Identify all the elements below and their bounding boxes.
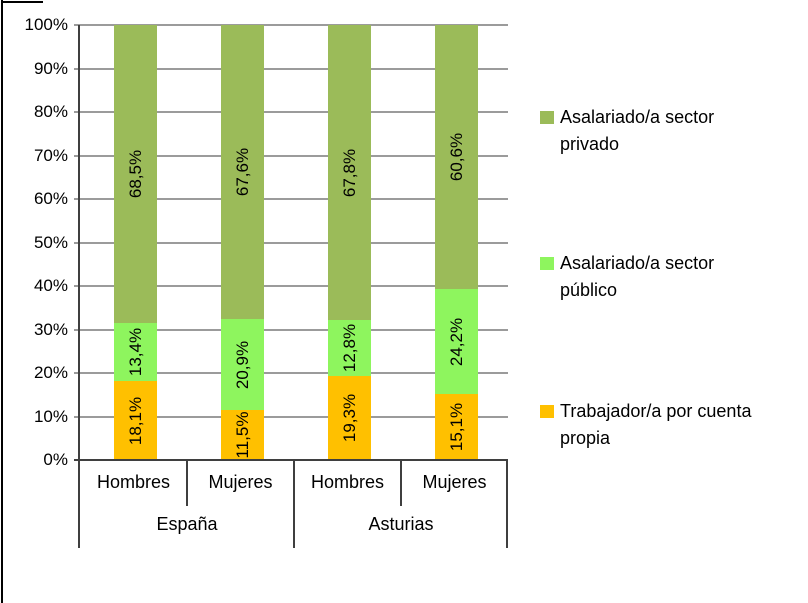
- group-label: España: [156, 514, 218, 534]
- y-axis-tick-label: 0%: [43, 450, 68, 469]
- y-axis-tick-label: 100%: [24, 15, 68, 34]
- bar-segment: [114, 381, 157, 460]
- category-label: Hombres: [310, 472, 385, 492]
- group-label: Asturias: [368, 514, 434, 534]
- y-axis-tick-label: 30%: [33, 319, 68, 339]
- category-label: Hombres: [96, 472, 171, 492]
- y-axis-tick-label: 40%: [33, 276, 68, 295]
- bar-segment: [114, 322, 157, 382]
- category-label: Mujeres: [422, 472, 487, 492]
- bar-segment-label: 24,2%: [446, 317, 466, 366]
- bar-segment: [328, 25, 371, 321]
- bar-segment-label: 12,8%: [339, 324, 359, 373]
- x-axis-line: [74, 459, 508, 461]
- legend-item: Trabajador/a por cuenta propia: [540, 398, 775, 452]
- legend-item: Asalariado/a sector privado: [540, 104, 775, 158]
- gridline: [74, 67, 508, 70]
- image-border-top: [1, 1, 43, 3]
- group-separator: [293, 460, 295, 548]
- bar-segment: [328, 376, 371, 460]
- bar-segment-label: 13,4%: [125, 328, 145, 377]
- bar-segment-label: 67,6%: [232, 147, 252, 197]
- y-axis-tick-label: 90%: [33, 58, 68, 78]
- category-label: Mujeres: [208, 472, 273, 492]
- bar-segment-label: 67,8%: [339, 148, 359, 197]
- y-axis-line: [78, 25, 80, 548]
- gridline: [74, 111, 508, 113]
- gridline: [74, 198, 508, 200]
- gridline: [74, 154, 508, 157]
- legend-label: Trabajador/a por cuenta propia: [560, 401, 752, 448]
- gridline: [74, 372, 508, 374]
- bar-segment: [435, 394, 478, 460]
- gridline: [74, 241, 508, 244]
- y-axis-tick-label: 10%: [33, 406, 68, 426]
- bar-segment: [221, 319, 264, 410]
- bar-segment-label: 19,3%: [339, 393, 359, 443]
- y-axis-tick-label: 20%: [33, 363, 68, 382]
- bar-segment: [328, 320, 371, 377]
- legend-swatch-icon: [540, 111, 554, 124]
- bar-segment: [114, 25, 157, 323]
- bar-segment-label: 68,5%: [125, 149, 145, 199]
- gridline: [74, 328, 508, 331]
- bar-segment-label: 60,6%: [446, 133, 466, 182]
- gridline: [74, 285, 508, 287]
- gridline: [74, 24, 508, 26]
- legend-label: Asalariado/a sector privado: [560, 107, 715, 154]
- bar-segment-label: 15,1%: [446, 403, 466, 452]
- bar-segment: [435, 289, 478, 395]
- y-axis-tick-label: 50%: [33, 232, 68, 252]
- legend-swatch-icon: [540, 405, 554, 418]
- bar-segment: [221, 25, 264, 320]
- bar-segment-label: 20,9%: [232, 340, 252, 389]
- legend: Asalariado/a sector privado Asalariado/a …: [540, 0, 808, 603]
- gridline: [74, 415, 508, 418]
- bar-segment-label: 18,1%: [125, 396, 145, 445]
- y-axis-tick-label: 80%: [33, 102, 68, 121]
- category-separator: [186, 460, 188, 506]
- bar-segment: [435, 25, 478, 290]
- category-separator: [400, 460, 402, 506]
- legend-item: Asalariado/a sector público: [540, 250, 775, 304]
- legend-label: Asalariado/a sector público: [560, 253, 715, 300]
- image-border-left: [1, 0, 3, 603]
- y-axis-tick-label: 60%: [33, 189, 68, 208]
- legend-swatch-icon: [540, 257, 554, 270]
- table-border-right: [506, 460, 508, 548]
- bar-segment-label: 11,5%: [232, 411, 252, 459]
- bar-segment: [221, 409, 264, 460]
- y-axis-tick-label: 70%: [33, 145, 68, 165]
